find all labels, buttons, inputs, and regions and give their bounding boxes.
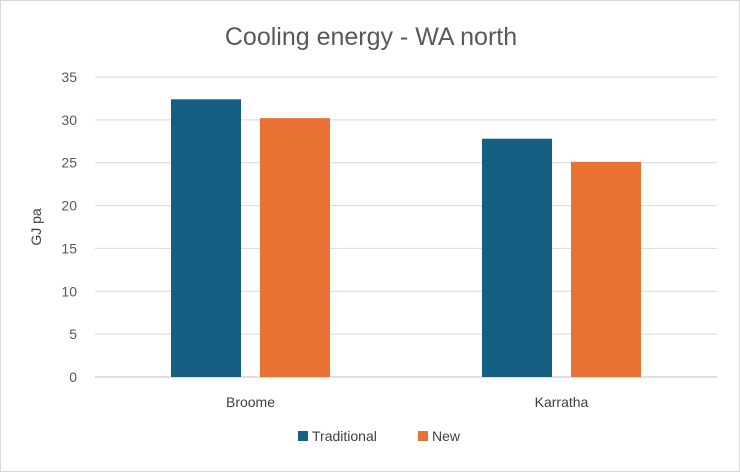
y-tick-label: 35 (61, 69, 77, 85)
legend: Traditional New (298, 428, 461, 444)
legend-swatch-new (418, 431, 428, 441)
bar-traditional-karratha (482, 138, 552, 377)
y-tick-label: 20 (61, 198, 77, 214)
bar-traditional-broome (171, 99, 241, 378)
category-label: Karratha (535, 394, 589, 410)
y-tick-label: 25 (61, 155, 77, 171)
bar-new-broome (260, 118, 330, 378)
legend-label: New (432, 428, 461, 444)
bar-new-karratha (571, 161, 641, 377)
y-tick-label: 0 (69, 369, 77, 385)
y-axis-label: GJ pa (28, 208, 44, 246)
legend-label: Traditional (312, 428, 377, 444)
category-labels: Broome Karratha (226, 394, 589, 410)
y-tick-label: 10 (61, 283, 77, 299)
y-tick-label: 15 (61, 240, 77, 256)
chart-title: Cooling energy - WA north (225, 23, 517, 51)
bars (171, 99, 641, 378)
y-tick-label: 30 (61, 112, 77, 128)
category-label: Broome (226, 394, 275, 410)
legend-swatch-traditional (298, 431, 308, 441)
y-tick-labels: 0 5 10 15 20 25 30 35 (61, 69, 77, 385)
y-tick-label: 5 (69, 326, 77, 342)
